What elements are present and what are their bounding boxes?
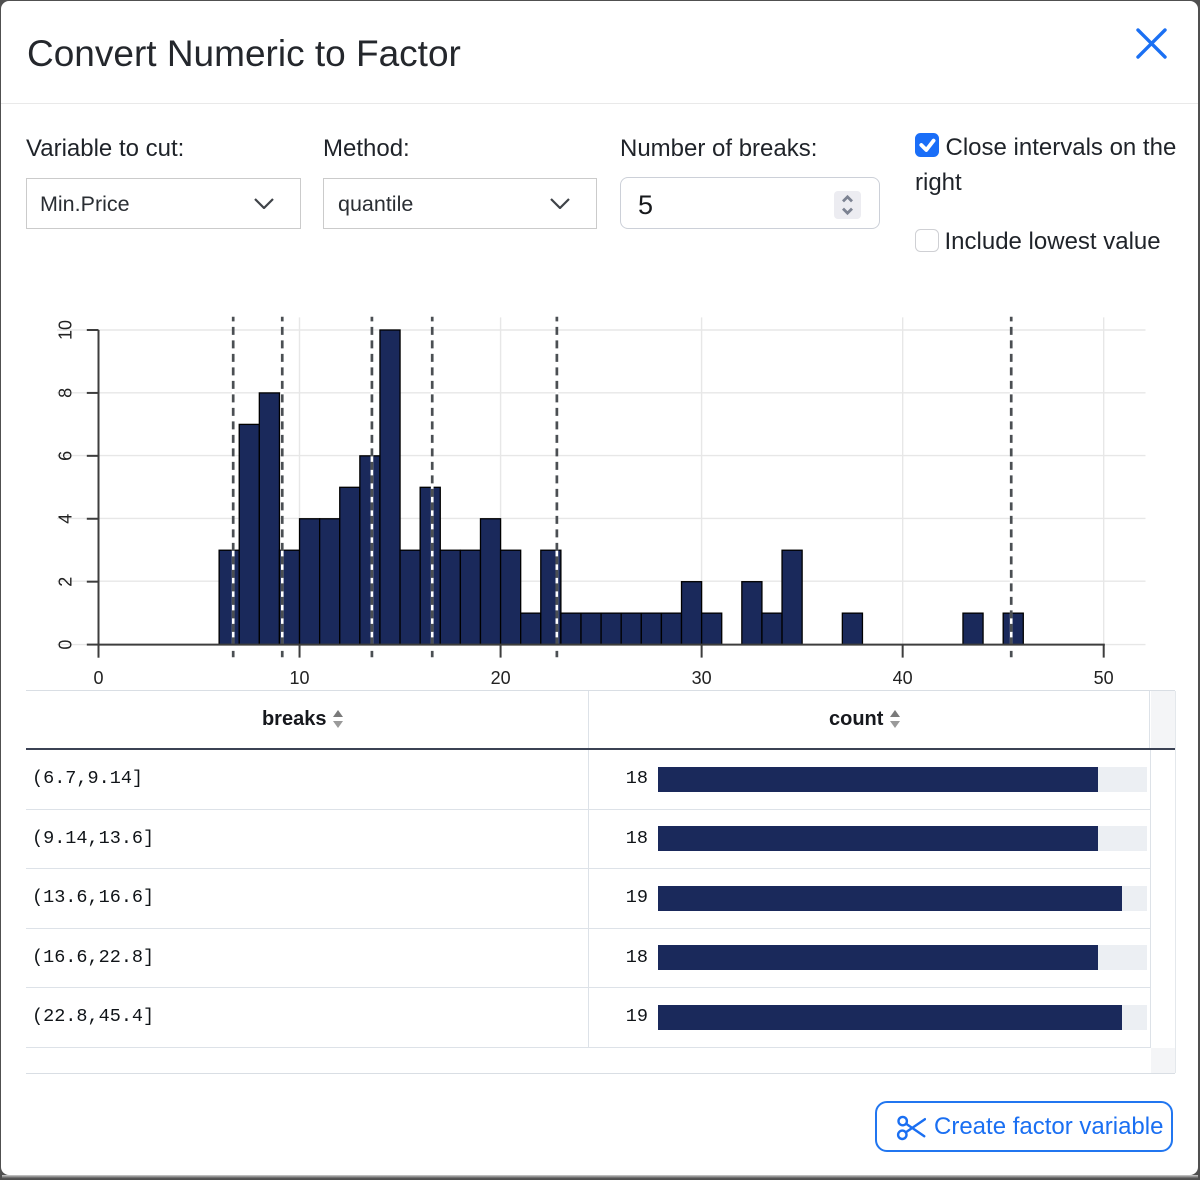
svg-text:6: 6 <box>56 451 76 461</box>
svg-text:4: 4 <box>56 514 76 524</box>
svg-text:20: 20 <box>491 668 511 688</box>
svg-text:10: 10 <box>290 668 310 688</box>
svg-text:2: 2 <box>56 577 76 587</box>
svg-text:10: 10 <box>56 320 76 340</box>
svg-text:0: 0 <box>93 668 103 688</box>
svg-text:50: 50 <box>1094 668 1114 688</box>
svg-text:40: 40 <box>893 668 913 688</box>
svg-text:0: 0 <box>56 640 76 650</box>
svg-text:30: 30 <box>692 668 712 688</box>
svg-text:8: 8 <box>56 388 76 398</box>
